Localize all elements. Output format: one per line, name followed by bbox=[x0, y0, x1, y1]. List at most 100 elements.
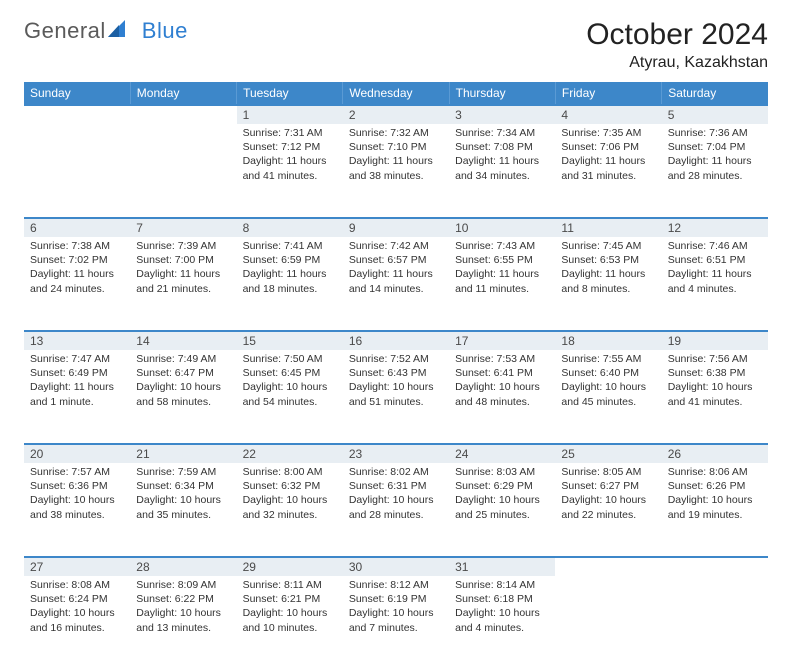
sunrise-text: Sunrise: 7:52 AM bbox=[349, 352, 443, 366]
daylight-text: Daylight: 11 hours and 34 minutes. bbox=[455, 154, 549, 182]
day-cell: Sunrise: 7:36 AMSunset: 7:04 PMDaylight:… bbox=[662, 124, 768, 189]
sunrise-text: Sunrise: 7:47 AM bbox=[30, 352, 124, 366]
day-number: 4 bbox=[555, 104, 661, 124]
day-number: 23 bbox=[343, 443, 449, 463]
sunrise-text: Sunrise: 7:42 AM bbox=[349, 239, 443, 253]
day-cell: Sunrise: 7:50 AMSunset: 6:45 PMDaylight:… bbox=[237, 350, 343, 415]
day-cell: Sunrise: 7:45 AMSunset: 6:53 PMDaylight:… bbox=[555, 237, 661, 302]
day-number-blank bbox=[24, 104, 130, 124]
daylight-text: Daylight: 10 hours and 4 minutes. bbox=[455, 606, 549, 634]
page-header: General Blue October 2024 Atyrau, Kazakh… bbox=[24, 18, 768, 72]
daylight-text: Daylight: 10 hours and 25 minutes. bbox=[455, 493, 549, 521]
day-number: 19 bbox=[662, 330, 768, 350]
week-content-row: Sunrise: 7:38 AMSunset: 7:02 PMDaylight:… bbox=[24, 237, 768, 323]
sunset-text: Sunset: 6:51 PM bbox=[668, 253, 762, 267]
day-number: 18 bbox=[555, 330, 661, 350]
sunrise-text: Sunrise: 7:56 AM bbox=[668, 352, 762, 366]
week-content-row: Sunrise: 7:57 AMSunset: 6:36 PMDaylight:… bbox=[24, 463, 768, 549]
daylight-text: Daylight: 10 hours and 32 minutes. bbox=[243, 493, 337, 521]
day-number-blank bbox=[662, 556, 768, 576]
sunrise-text: Sunrise: 8:14 AM bbox=[455, 578, 549, 592]
sunset-text: Sunset: 7:06 PM bbox=[561, 140, 655, 154]
sunrise-text: Sunrise: 7:59 AM bbox=[136, 465, 230, 479]
day-cell: Sunrise: 7:35 AMSunset: 7:06 PMDaylight:… bbox=[555, 124, 661, 189]
weekday-header-row: SundayMondayTuesdayWednesdayThursdayFrid… bbox=[24, 82, 768, 104]
day-number: 9 bbox=[343, 217, 449, 237]
sunrise-text: Sunrise: 8:08 AM bbox=[30, 578, 124, 592]
sunrise-text: Sunrise: 7:32 AM bbox=[349, 126, 443, 140]
sunset-text: Sunset: 6:47 PM bbox=[136, 366, 230, 380]
week-content-row: Sunrise: 7:47 AMSunset: 6:49 PMDaylight:… bbox=[24, 350, 768, 436]
day-cell: Sunrise: 7:34 AMSunset: 7:08 PMDaylight:… bbox=[449, 124, 555, 189]
day-cell: Sunrise: 7:52 AMSunset: 6:43 PMDaylight:… bbox=[343, 350, 449, 415]
daylight-text: Daylight: 11 hours and 4 minutes. bbox=[668, 267, 762, 295]
day-cell: Sunrise: 7:49 AMSunset: 6:47 PMDaylight:… bbox=[130, 350, 236, 415]
daylight-text: Daylight: 10 hours and 7 minutes. bbox=[349, 606, 443, 634]
sunset-text: Sunset: 7:12 PM bbox=[243, 140, 337, 154]
weekday-header: Monday bbox=[130, 82, 236, 104]
day-cell: Sunrise: 7:57 AMSunset: 6:36 PMDaylight:… bbox=[24, 463, 130, 528]
weekday-header: Tuesday bbox=[237, 82, 343, 104]
sunset-text: Sunset: 6:22 PM bbox=[136, 592, 230, 606]
day-cell: Sunrise: 8:14 AMSunset: 6:18 PMDaylight:… bbox=[449, 576, 555, 641]
sunset-text: Sunset: 6:53 PM bbox=[561, 253, 655, 267]
day-number: 26 bbox=[662, 443, 768, 463]
logo: General Blue bbox=[24, 18, 188, 44]
sunrise-text: Sunrise: 8:06 AM bbox=[668, 465, 762, 479]
day-cell: Sunrise: 7:43 AMSunset: 6:55 PMDaylight:… bbox=[449, 237, 555, 302]
title-block: October 2024 Atyrau, Kazakhstan bbox=[586, 18, 768, 72]
sunrise-text: Sunrise: 7:38 AM bbox=[30, 239, 124, 253]
daylight-text: Daylight: 10 hours and 35 minutes. bbox=[136, 493, 230, 521]
weekday-header: Thursday bbox=[449, 82, 555, 104]
sunrise-text: Sunrise: 8:11 AM bbox=[243, 578, 337, 592]
logo-text-general: General bbox=[24, 18, 106, 44]
week-content-row: Sunrise: 8:08 AMSunset: 6:24 PMDaylight:… bbox=[24, 576, 768, 662]
weekday-header: Wednesday bbox=[343, 82, 449, 104]
sunset-text: Sunset: 7:00 PM bbox=[136, 253, 230, 267]
sunrise-text: Sunrise: 7:35 AM bbox=[561, 126, 655, 140]
sunset-text: Sunset: 7:02 PM bbox=[30, 253, 124, 267]
sunset-text: Sunset: 6:19 PM bbox=[349, 592, 443, 606]
day-cell: Sunrise: 8:11 AMSunset: 6:21 PMDaylight:… bbox=[237, 576, 343, 641]
sunrise-text: Sunrise: 8:12 AM bbox=[349, 578, 443, 592]
day-number: 27 bbox=[24, 556, 130, 576]
day-number: 11 bbox=[555, 217, 661, 237]
day-number: 21 bbox=[130, 443, 236, 463]
daylight-text: Daylight: 11 hours and 18 minutes. bbox=[243, 267, 337, 295]
day-number: 28 bbox=[130, 556, 236, 576]
daylight-text: Daylight: 11 hours and 38 minutes. bbox=[349, 154, 443, 182]
daylight-text: Daylight: 10 hours and 54 minutes. bbox=[243, 380, 337, 408]
day-number: 2 bbox=[343, 104, 449, 124]
day-cell: Sunrise: 7:31 AMSunset: 7:12 PMDaylight:… bbox=[237, 124, 343, 189]
day-number: 7 bbox=[130, 217, 236, 237]
sunset-text: Sunset: 6:32 PM bbox=[243, 479, 337, 493]
daylight-text: Daylight: 11 hours and 24 minutes. bbox=[30, 267, 124, 295]
sunset-text: Sunset: 6:40 PM bbox=[561, 366, 655, 380]
sunrise-text: Sunrise: 7:49 AM bbox=[136, 352, 230, 366]
day-number: 1 bbox=[237, 104, 343, 124]
sunset-text: Sunset: 7:08 PM bbox=[455, 140, 549, 154]
daylight-text: Daylight: 11 hours and 8 minutes. bbox=[561, 267, 655, 295]
sunrise-text: Sunrise: 8:02 AM bbox=[349, 465, 443, 479]
sunrise-text: Sunrise: 7:45 AM bbox=[561, 239, 655, 253]
daylight-text: Daylight: 10 hours and 38 minutes. bbox=[30, 493, 124, 521]
day-number-row: 2728293031 bbox=[24, 553, 768, 576]
day-cell: Sunrise: 7:38 AMSunset: 7:02 PMDaylight:… bbox=[24, 237, 130, 302]
sunset-text: Sunset: 6:31 PM bbox=[349, 479, 443, 493]
daylight-text: Daylight: 11 hours and 11 minutes. bbox=[455, 267, 549, 295]
day-number: 14 bbox=[130, 330, 236, 350]
day-number: 6 bbox=[24, 217, 130, 237]
daylight-text: Daylight: 10 hours and 58 minutes. bbox=[136, 380, 230, 408]
day-number: 5 bbox=[662, 104, 768, 124]
month-title: October 2024 bbox=[586, 18, 768, 52]
sunrise-text: Sunrise: 7:34 AM bbox=[455, 126, 549, 140]
day-number: 31 bbox=[449, 556, 555, 576]
day-cell: Sunrise: 8:09 AMSunset: 6:22 PMDaylight:… bbox=[130, 576, 236, 641]
day-number: 29 bbox=[237, 556, 343, 576]
day-cell-blank bbox=[24, 124, 130, 146]
week-content-row: Sunrise: 7:31 AMSunset: 7:12 PMDaylight:… bbox=[24, 124, 768, 210]
day-number: 10 bbox=[449, 217, 555, 237]
sunrise-text: Sunrise: 8:05 AM bbox=[561, 465, 655, 479]
day-cell-blank bbox=[130, 124, 236, 146]
day-cell: Sunrise: 8:02 AMSunset: 6:31 PMDaylight:… bbox=[343, 463, 449, 528]
